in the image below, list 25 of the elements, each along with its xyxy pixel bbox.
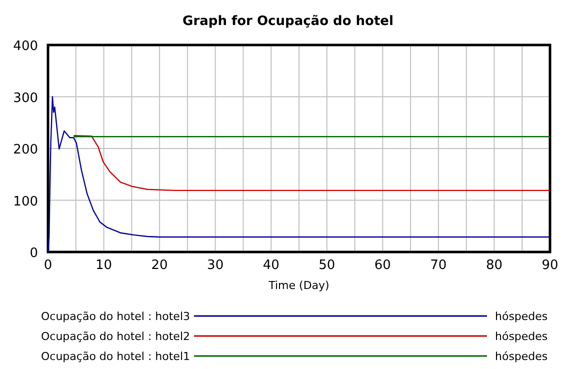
y-tick-label: 200 — [13, 142, 38, 158]
legend-label: Ocupação do hotel : hotel2 — [41, 330, 190, 343]
x-tick-label: 80 — [486, 258, 502, 273]
x-tick-label: 0 — [44, 258, 52, 273]
text: hóspedes — [495, 350, 548, 363]
x-tick-label: 50 — [318, 258, 336, 273]
x-tick-label: 90 — [542, 258, 558, 273]
x-axis-title: Time (Day) — [268, 279, 330, 292]
chart-title: Graph for Ocupação do hotel — [182, 14, 394, 29]
text: hóspedes — [495, 310, 548, 323]
x-tick-label: 70 — [430, 258, 447, 273]
x-tick-label: 60 — [374, 258, 391, 273]
y-tick-label: 100 — [13, 194, 38, 210]
y-tick-label: 300 — [13, 90, 38, 106]
x-tick-label: 20 — [151, 258, 168, 273]
legend-label: Ocupação do hotel : hotel3 — [41, 310, 190, 323]
line-series — [73, 134, 551, 192]
text: hóspedes — [495, 330, 548, 343]
legend-label: Ocupação do hotel : hotel1 — [41, 350, 190, 363]
y-tick-label: 400 — [13, 39, 38, 54]
x-tick-label: 40 — [262, 258, 280, 273]
x-tick-label: 10 — [96, 258, 112, 273]
x-tick-label: 30 — [207, 258, 224, 273]
y-tick-label: 0 — [30, 246, 38, 261]
line-series — [47, 96, 551, 253]
